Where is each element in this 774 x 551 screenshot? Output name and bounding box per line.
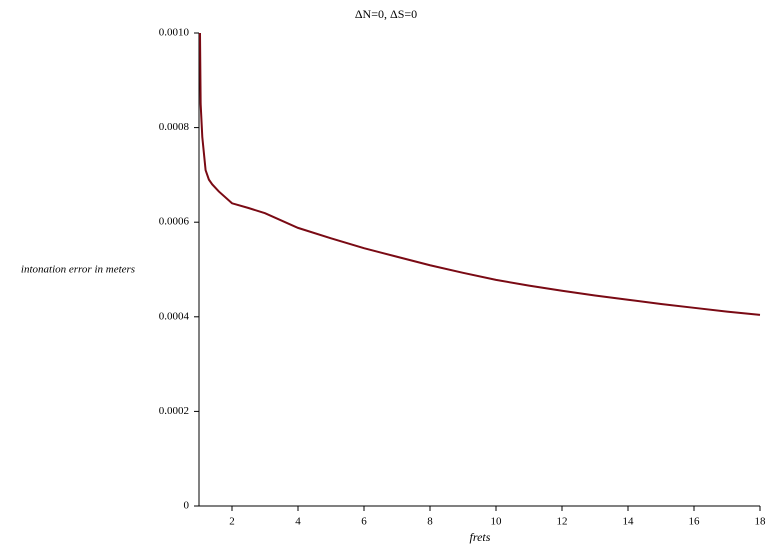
x-tick-label: 2 bbox=[229, 516, 235, 528]
y-tick-label: 0.0008 bbox=[159, 121, 190, 133]
x-tick-label: 10 bbox=[491, 516, 503, 528]
line-series bbox=[198, 32, 761, 316]
y-axis-label: intonation error in meters bbox=[21, 264, 135, 276]
x-tick-label: 18 bbox=[755, 516, 767, 528]
x-tick-label: 16 bbox=[689, 516, 701, 528]
x-tick-label: 4 bbox=[295, 516, 301, 528]
y-tick-label: 0.0002 bbox=[159, 405, 189, 417]
y-tick-label: 0.0010 bbox=[159, 27, 190, 39]
chart-title: ΔN=0, ΔS=0 bbox=[355, 7, 417, 21]
x-tick-label: 6 bbox=[361, 516, 367, 528]
x-axis-label: frets bbox=[470, 530, 491, 544]
x-tick-label: 12 bbox=[557, 516, 568, 528]
y-tick-label: 0 bbox=[184, 500, 190, 512]
y-tick-label: 0.0006 bbox=[159, 216, 190, 228]
x-tick-label: 8 bbox=[427, 516, 433, 528]
x-tick-label: 14 bbox=[623, 516, 635, 528]
y-tick-label: 0.0004 bbox=[159, 310, 190, 322]
